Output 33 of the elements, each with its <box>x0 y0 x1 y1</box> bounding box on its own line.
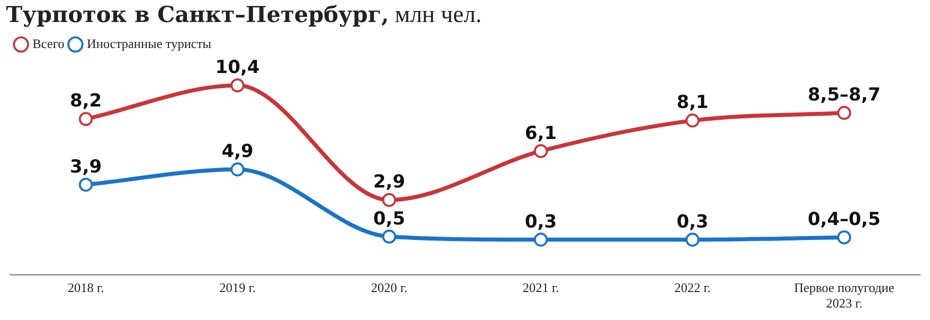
x-tick-label: 2018 г. <box>68 280 104 296</box>
point <box>686 232 700 247</box>
data-label: 8,5–8,7 <box>808 84 881 106</box>
data-label: 0,5 <box>373 208 406 230</box>
point <box>230 162 244 176</box>
point <box>534 232 548 247</box>
point <box>382 192 396 207</box>
x-tick-label: Первое полугодие 2023 г. <box>794 280 894 311</box>
data-label: 0,3 <box>676 211 708 232</box>
x-tick-label: 2020 г. <box>370 280 408 296</box>
x-tick-label: 2019 г. <box>219 280 256 296</box>
point <box>534 144 548 158</box>
data-label: 0,4–0,5 <box>808 209 881 230</box>
data-label: 8,1 <box>676 92 708 114</box>
data-label: 2,9 <box>373 172 406 193</box>
chart-title: Турпоток в Санкт–Петербург, млн чел. <box>6 2 482 29</box>
point <box>837 106 852 120</box>
data-label: 6,1 <box>524 122 557 144</box>
data-label: 10,4 <box>215 57 260 78</box>
point <box>78 178 93 192</box>
data-label: 3,9 <box>70 156 102 178</box>
x-tick-label: 2021 г. <box>522 280 560 296</box>
point <box>230 78 244 92</box>
legend-label: Иностранные туристы <box>86 36 212 51</box>
legend-label: Всего <box>32 36 64 51</box>
point <box>837 230 852 244</box>
point <box>686 114 700 128</box>
point <box>78 112 93 126</box>
point <box>382 230 396 244</box>
x-tick-label: 2022 г. <box>674 280 711 296</box>
data-label: 4,9 <box>222 141 254 162</box>
data-label: 0,3 <box>524 211 557 232</box>
data-label: 8,2 <box>70 90 102 112</box>
